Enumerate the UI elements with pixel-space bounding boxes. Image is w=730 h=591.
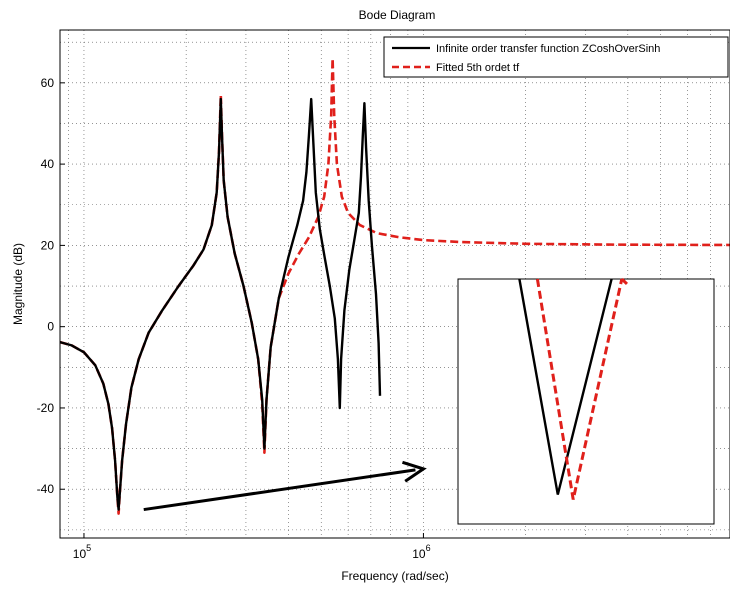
y-tick-label: -20 [37, 401, 55, 415]
inset-red-curve [535, 278, 624, 500]
y-axis-label: Magnitude (dB) [11, 243, 25, 325]
plot-series [59, 57, 730, 515]
x-axis-label: Frequency (rad/sec) [341, 569, 448, 583]
x-tick-label: 105 [73, 543, 91, 561]
arrow-head [401, 460, 427, 483]
y-tick-label: 0 [47, 320, 54, 334]
x-tick-label: 106 [412, 543, 430, 561]
x-tick-exponent: 5 [86, 543, 91, 553]
axis-ticks: -40 -20 0 20 40 60 105 106 [37, 76, 431, 561]
y-tick-label: -40 [37, 482, 55, 496]
plot-area-frame [59, 29, 730, 539]
inset-frame [457, 278, 715, 525]
arrow-shaft [143, 468, 416, 512]
x-tick-exponent: 6 [426, 543, 431, 553]
y-tick-label: 40 [41, 157, 55, 171]
inset-lines [518, 277, 628, 500]
legend-entry-2: Fitted 5th ordet tf [436, 62, 520, 74]
y-tick-label: 60 [41, 76, 55, 90]
legend: Infinite order transfer function ZCoshOv… [383, 36, 729, 78]
grid [60, 30, 730, 538]
inset-red-tail [620, 277, 628, 285]
zoom-inset [457, 277, 715, 525]
series-infinite-order [59, 97, 382, 511]
inset-black-curve [518, 278, 613, 495]
legend-entry-1: Infinite order transfer function ZCoshOv… [436, 43, 660, 55]
chart-title: Bode Diagram [359, 8, 436, 22]
legend-box [383, 36, 729, 78]
annotation-arrow [143, 460, 427, 512]
y-tick-label: 20 [41, 238, 55, 252]
